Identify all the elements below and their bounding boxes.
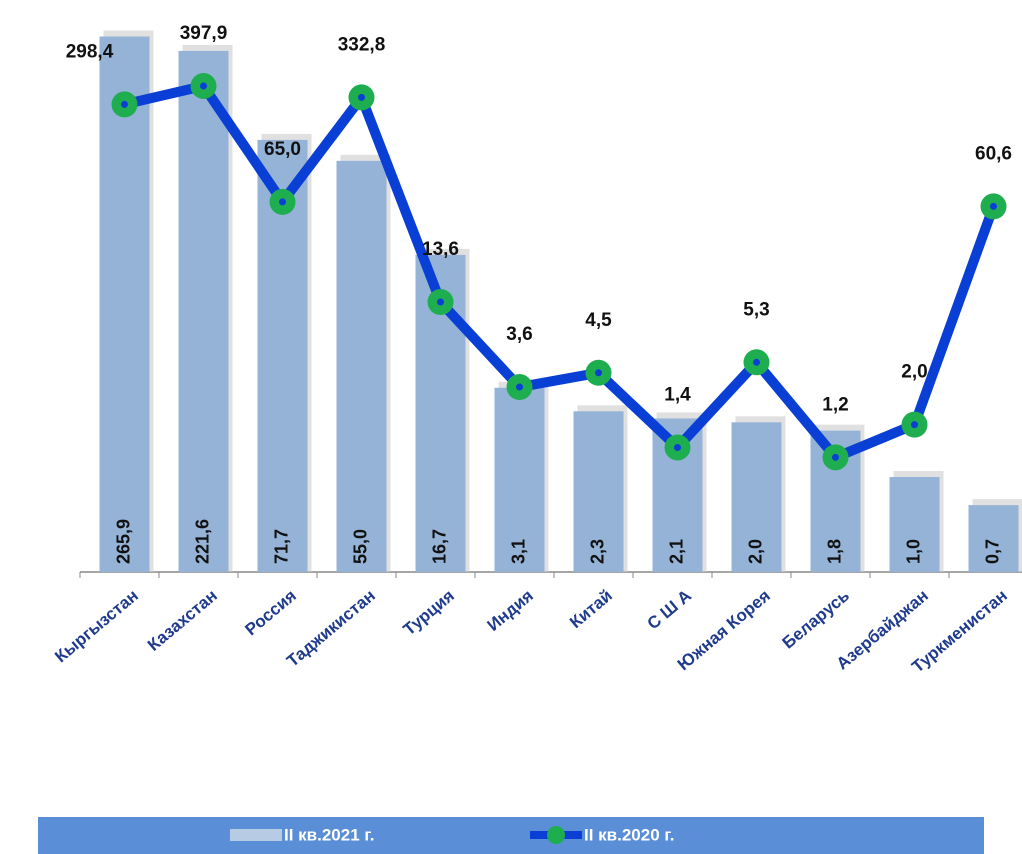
x-tick-label: Китай (566, 586, 616, 632)
bar-value-label: 16,7 (429, 529, 449, 564)
legend-label: II кв.2020 г. (584, 825, 675, 844)
line-marker-center (595, 369, 602, 377)
legend-marker (547, 826, 565, 844)
bar-value-label: 0,7 (982, 539, 1002, 564)
bar-value-label: 1,0 (903, 539, 923, 564)
x-tick-label: Беларусь (779, 586, 853, 653)
line-value-label: 298,4 (66, 41, 114, 62)
legend-swatch (230, 829, 282, 841)
line-marker-center (990, 202, 997, 210)
bar-value-label: 2,3 (587, 539, 607, 564)
line-value-label: 1,2 (822, 394, 848, 415)
line-marker-center (437, 298, 444, 306)
line-value-label: 1,4 (664, 385, 691, 406)
bar-value-label: 2,0 (745, 539, 765, 564)
line-value-label: 13,6 (422, 239, 459, 260)
line-value-label: 60,6 (975, 143, 1012, 164)
line-value-label: 4,5 (585, 310, 612, 331)
bar-value-label: 265,9 (113, 519, 133, 564)
line-value-label: 5,3 (743, 299, 769, 320)
line-marker-center (832, 453, 839, 461)
line-value-label: 332,8 (338, 34, 386, 55)
x-tick-label: Казахстан (144, 586, 221, 655)
bar (178, 50, 229, 573)
bar (336, 160, 387, 572)
line-marker-center (911, 421, 918, 429)
line-marker-center (358, 93, 365, 101)
bar-value-label: 3,1 (508, 539, 528, 564)
line-marker-center (674, 443, 681, 451)
bar-value-label: 221,6 (192, 519, 212, 564)
bar-value-label: 55,0 (350, 529, 370, 564)
bar-value-label: 2,1 (666, 539, 686, 564)
bar (494, 387, 545, 572)
bar (731, 422, 782, 572)
line-value-label: 397,9 (180, 23, 228, 44)
bar (968, 505, 1019, 572)
x-tick-label: Индия (484, 586, 537, 635)
bar (889, 477, 940, 572)
line-marker-center (121, 100, 128, 108)
bar-value-label: 1,8 (824, 539, 844, 564)
bar (99, 36, 150, 573)
bar (573, 411, 624, 572)
x-tick-label: Турция (400, 586, 458, 639)
line-marker-center (279, 198, 286, 206)
x-tick-label: С Ш А (644, 586, 695, 633)
line-marker-center (753, 358, 760, 366)
line-marker-center (200, 82, 207, 90)
bar-value-label: 71,7 (271, 529, 291, 564)
line (123, 80, 999, 463)
legend-label: II кв.2021 г. (284, 825, 375, 844)
line-marker-center (516, 383, 523, 391)
line-value-label: 2,0 (901, 362, 927, 383)
legend-background (38, 817, 984, 854)
x-tick-label: Россия (242, 586, 300, 639)
line-value-label: 3,6 (506, 324, 532, 345)
line-value-label: 65,0 (264, 139, 301, 160)
x-tick-label: Кыргызстан (51, 586, 142, 666)
